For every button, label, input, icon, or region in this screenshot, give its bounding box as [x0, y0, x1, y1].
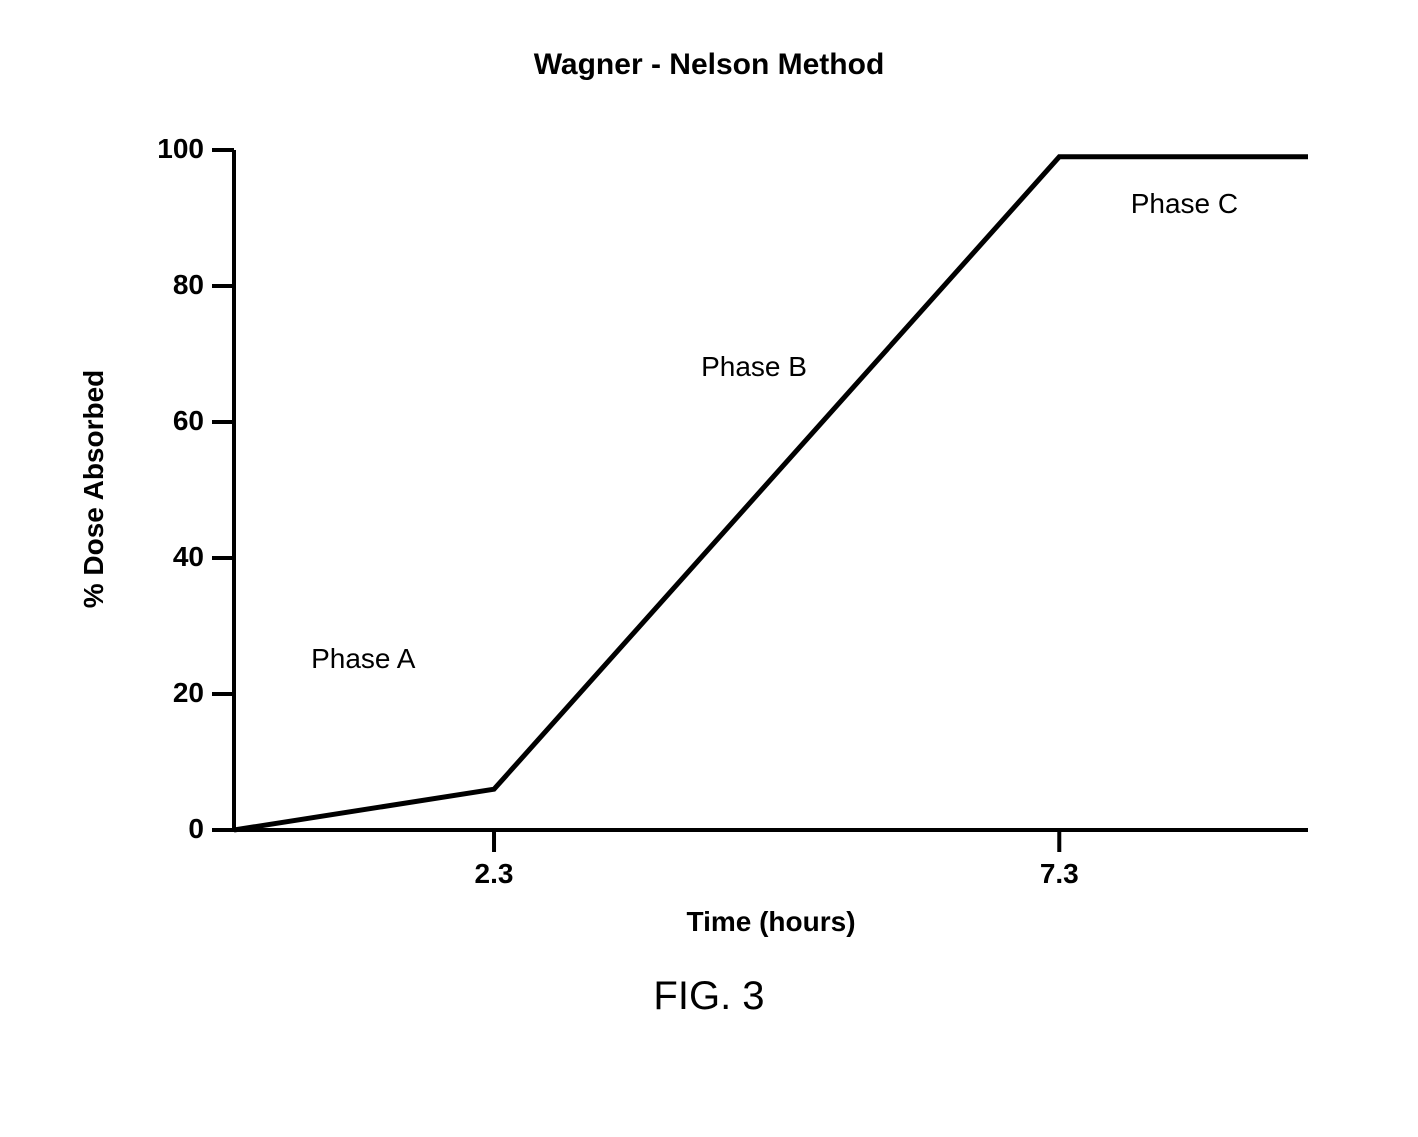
x-axis-label: Time (hours): [234, 906, 1308, 938]
y-tick-label: 80: [173, 269, 204, 301]
x-tick-label: 2.3: [444, 858, 544, 890]
figure-caption: FIG. 3: [0, 974, 1418, 1019]
y-tick-label: 40: [173, 541, 204, 573]
chart-title: Wagner - Nelson Method: [0, 48, 1418, 82]
phase-annotation: Phase A: [311, 643, 415, 675]
figure-page: Wagner - Nelson Method % Dose Absorbed T…: [0, 0, 1418, 1137]
x-tick-label: 7.3: [1009, 858, 1109, 890]
y-tick-label: 60: [173, 405, 204, 437]
y-tick-label: 20: [173, 677, 204, 709]
y-axis-label: % Dose Absorbed: [78, 149, 110, 829]
phase-annotation: Phase B: [701, 351, 807, 383]
y-tick-label: 100: [157, 133, 204, 165]
chart-svg: [234, 150, 1308, 830]
phase-annotation: Phase C: [1131, 188, 1238, 220]
plot-area: [234, 150, 1308, 830]
y-tick-label: 0: [188, 813, 204, 845]
